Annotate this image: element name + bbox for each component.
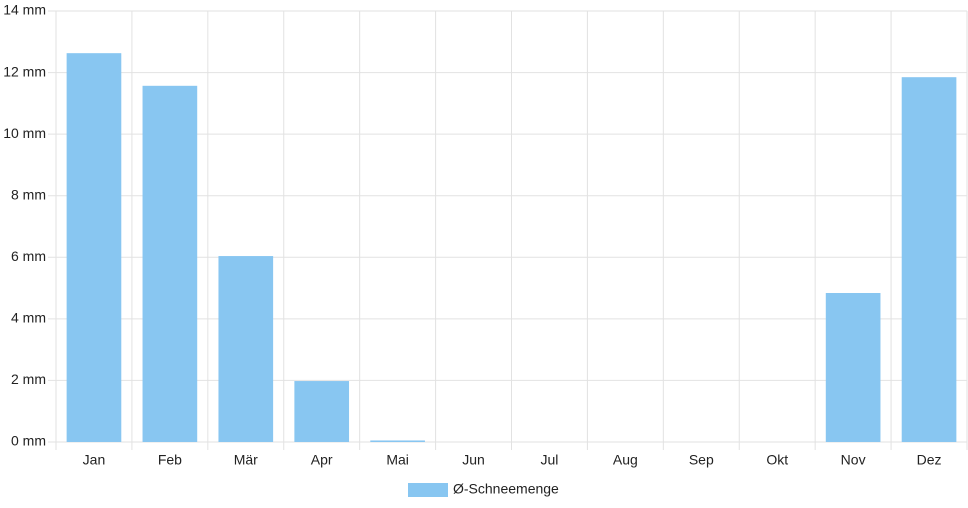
bar xyxy=(218,256,274,442)
y-tick-label: 14 mm xyxy=(3,2,46,18)
x-tick-label: Sep xyxy=(689,452,714,468)
x-tick-label: Jun xyxy=(462,452,485,468)
x-tick-label: Dez xyxy=(917,452,942,468)
bar xyxy=(294,381,350,442)
x-tick-label: Jul xyxy=(541,452,559,468)
legend-label: Ø-Schneemenge xyxy=(453,481,559,497)
legend-swatch xyxy=(408,483,448,497)
y-tick-label: 4 mm xyxy=(11,310,46,326)
x-tick-label: Aug xyxy=(613,452,638,468)
bar xyxy=(825,292,881,442)
bar xyxy=(370,440,425,442)
bar xyxy=(901,77,957,443)
y-tick-label: 6 mm xyxy=(11,248,46,264)
y-tick-label: 2 mm xyxy=(11,371,46,387)
x-tick-label: Nov xyxy=(841,452,866,468)
x-tick-label: Okt xyxy=(766,452,788,468)
y-tick-label: 12 mm xyxy=(3,63,46,79)
x-tick-label: Jan xyxy=(83,452,106,468)
bar xyxy=(142,85,198,442)
y-tick-label: 0 mm xyxy=(11,433,46,449)
x-tick-label: Feb xyxy=(158,452,182,468)
y-tick-label: 10 mm xyxy=(3,125,46,141)
x-tick-label: Mai xyxy=(386,452,409,468)
x-tick-label: Mär xyxy=(234,452,258,468)
x-tick-label: Apr xyxy=(311,452,333,468)
y-tick-label: 8 mm xyxy=(11,186,46,202)
bar xyxy=(66,53,122,443)
